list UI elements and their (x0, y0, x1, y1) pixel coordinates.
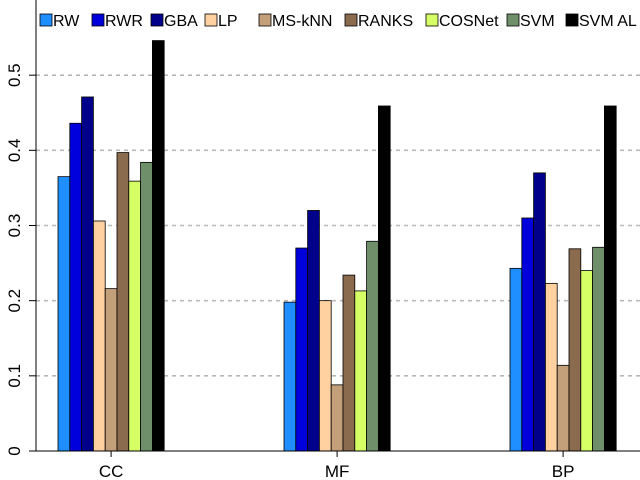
bar-svm-mf (366, 240, 379, 452)
bar-cosnet-cc (128, 180, 142, 452)
y-tick-label: 0.2 (5, 289, 24, 313)
bar-ms-knn-bp (556, 364, 570, 452)
bar-svm-al-cc (151, 40, 165, 452)
legend-label-svm: SVM (520, 13, 555, 30)
y-tick-label: 0.1 (5, 364, 24, 388)
y-tick-label: 0 (5, 446, 24, 455)
y-tick-label: 0.3 (5, 214, 24, 238)
bar-lp-cc (93, 220, 106, 452)
bar-gba-cc (81, 96, 94, 452)
legend-swatch-cosnet (425, 13, 439, 27)
bar-ranks-bp (568, 248, 582, 452)
bar-rw-bp (509, 267, 523, 452)
bar-rwr-mf (295, 247, 308, 452)
bar-svm-al-bp (604, 105, 617, 452)
legend-label-svm-al: SVM AL (579, 13, 637, 30)
bar-cosnet-bp (580, 270, 593, 452)
bar-svm-cc (140, 161, 153, 452)
bar-lp-mf (318, 300, 332, 452)
legend-label-ms-knn: MS-kNN (272, 13, 332, 30)
y-tick-label: 0.4 (5, 139, 24, 163)
legend-label-gba: GBA (164, 13, 198, 30)
legend-swatch-rwr (91, 13, 105, 27)
bar-ranks-cc (116, 152, 130, 452)
bar-gba-bp (533, 172, 546, 452)
category-label-bp: BP (552, 462, 575, 480)
legend-swatch-ranks (344, 13, 358, 27)
legend: RW RWR GBA LP MS-kNN RANKS COSNet SVM SVM AL (39, 13, 637, 30)
legend-label-rwr: RWR (105, 13, 143, 30)
bar-rw-cc (57, 176, 71, 452)
legend-label-ranks: RANKS (358, 13, 413, 30)
bar-rwr-cc (69, 122, 83, 452)
legend-label-rw: RW (53, 13, 80, 30)
legend-label-cosnet: COSNet (439, 13, 499, 30)
bar-ranks-mf (342, 274, 356, 452)
legend-swatch-rw (39, 13, 53, 27)
bar-cosnet-mf (354, 290, 367, 452)
bar-lp-bp (545, 282, 558, 452)
bars (57, 40, 617, 452)
legend-swatch-svm-al (565, 13, 579, 27)
legend-swatch-svm (506, 13, 520, 27)
category-label-mf: MF (325, 462, 350, 480)
bar-rwr-bp (521, 217, 534, 452)
legend-swatch-lp (204, 13, 218, 27)
category-label-cc: CC (99, 462, 124, 480)
y-axis: 0 0.1 0.2 0.3 0.4 0.5 (5, 0, 640, 457)
category-labels: CC MF BP (99, 462, 575, 480)
legend-label-lp: LP (218, 13, 238, 30)
legend-swatch-gba (150, 13, 164, 27)
bar-ms-knn-mf (330, 384, 344, 452)
bar-rw-mf (283, 301, 297, 452)
bar-gba-mf (307, 210, 320, 452)
y-tick-label: 0.5 (5, 63, 24, 87)
bar-ms-knn-cc (104, 288, 118, 452)
bar-svm-bp (592, 246, 605, 452)
bar-svm-al-mf (377, 105, 391, 452)
legend-swatch-ms-knn (258, 13, 272, 27)
